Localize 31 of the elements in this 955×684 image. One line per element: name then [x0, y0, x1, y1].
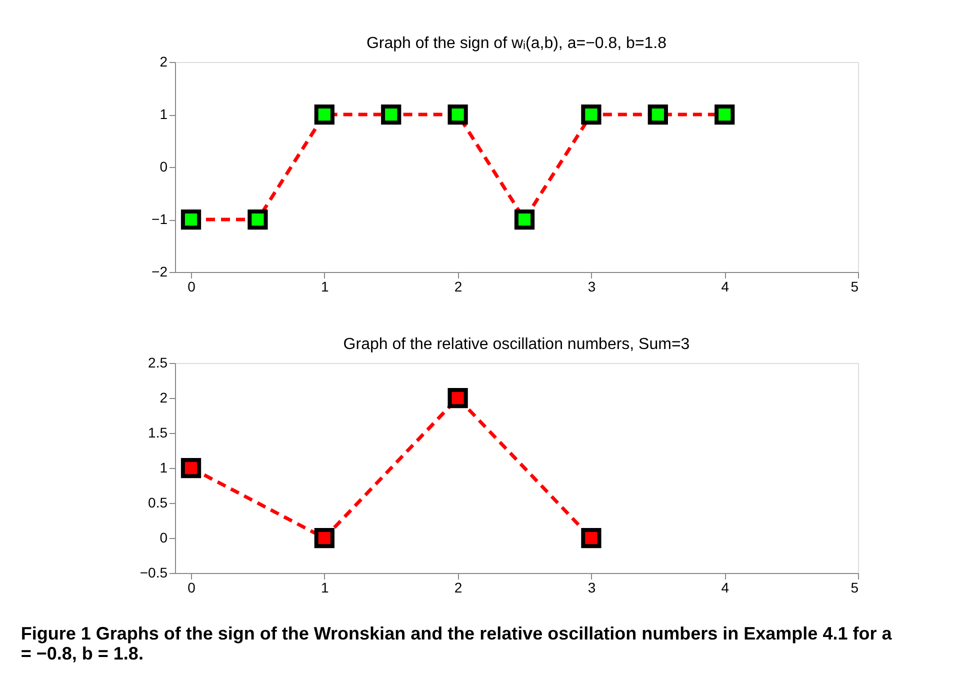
point [448, 388, 468, 408]
x-tick-label: 0 [188, 278, 196, 294]
chart-title: Graph of the relative oscillation numbers, Sum=3 [343, 336, 690, 353]
x-tick-label: 2 [454, 580, 462, 596]
x-tick-label: 1 [321, 580, 330, 596]
x-tick-label: 4 [721, 278, 730, 294]
x-tick-label: 2 [454, 278, 462, 294]
x-tick-label: 5 [850, 580, 859, 596]
x-tick-label: 3 [588, 580, 596, 596]
y-tick-label: 2.5 [148, 354, 168, 370]
x-tick-label: 5 [850, 278, 859, 294]
point [581, 528, 602, 548]
x-tick-label: 0 [188, 580, 196, 596]
y-tick-label: −2 [152, 264, 168, 280]
y-tick-label: 0.5 [148, 494, 168, 510]
x-tick-label: 4 [721, 580, 730, 596]
chart-title: Graph of the sign of wᵢ(a,b), a=−0.8, b=1.8 [366, 35, 667, 52]
y-tick-label: 0 [160, 530, 168, 546]
point [314, 528, 334, 548]
y-tick-label: 1 [160, 106, 168, 122]
y-tick-label: 0 [160, 158, 168, 174]
y-tick-label: 2 [160, 54, 168, 70]
y-tick-label: −1 [152, 211, 168, 227]
x-tick-label: 3 [588, 278, 596, 294]
y-tick-label: −0.5 [140, 564, 168, 580]
y-tick-label: 2 [160, 390, 168, 406]
y-tick-label: 1 [160, 460, 168, 476]
y-tick-label: 1.5 [148, 424, 168, 440]
caption: Figure 1 Graphs of the sign of the Wronskian and the relative oscillation numbers in Example 4.1 for a = −0.8, b = 1.8. [20, 624, 893, 664]
x-tick-label: 1 [321, 278, 330, 294]
point [180, 458, 202, 478]
